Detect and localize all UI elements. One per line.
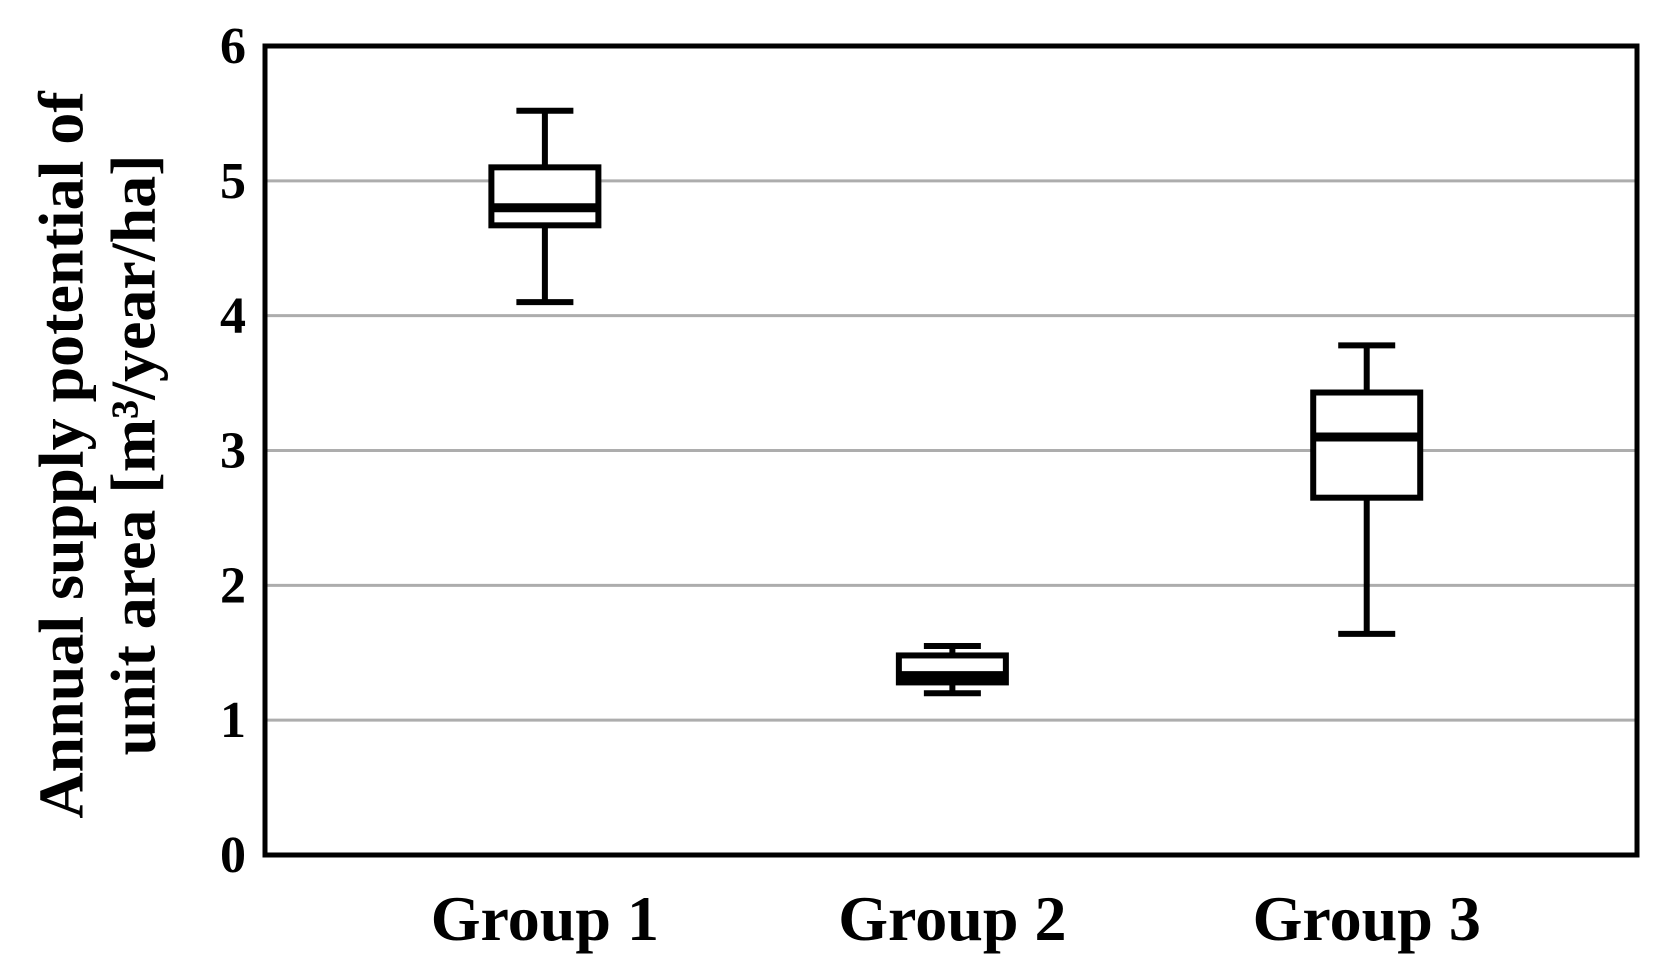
iqr-box xyxy=(488,164,602,229)
x-category-label-3: Group 3 xyxy=(1253,883,1481,954)
y-tick-label-6: 6 xyxy=(220,18,246,75)
y-tick-label-2: 2 xyxy=(220,557,246,614)
boxplot-group-3 xyxy=(1310,342,1424,637)
iqr-box xyxy=(1310,389,1424,501)
y-tick-label-4: 4 xyxy=(220,288,246,345)
y-tick-label-3: 3 xyxy=(220,423,246,480)
x-category-label-2: Group 2 xyxy=(838,883,1066,954)
plot-area-border xyxy=(262,43,1640,858)
boxplot-group-1 xyxy=(488,107,602,306)
boxplot-group-2 xyxy=(895,643,1009,697)
y-tick-label-0: 0 xyxy=(220,827,246,884)
y-tick-label-5: 5 xyxy=(220,153,246,210)
y-tick-label-1: 1 xyxy=(220,692,246,749)
x-category-label-1: Group 1 xyxy=(431,883,659,954)
